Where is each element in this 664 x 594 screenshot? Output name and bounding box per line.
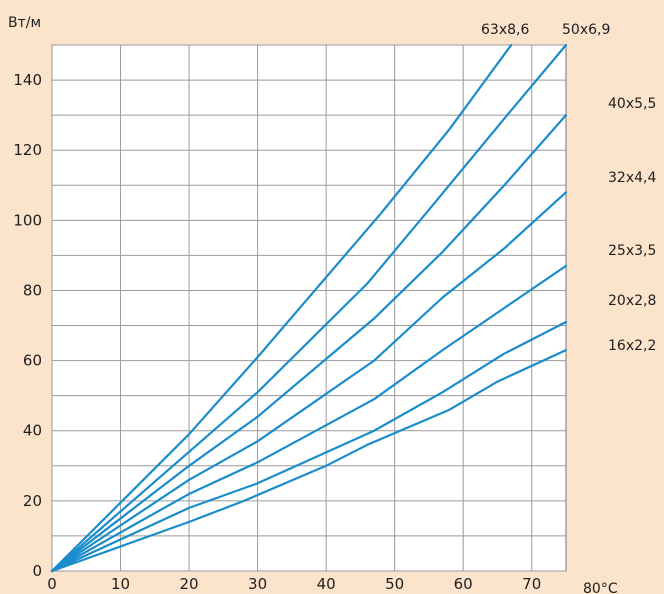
series-label: 32x4,4 xyxy=(608,170,656,186)
series-label: 40x5,5 xyxy=(608,96,656,112)
series-label: 63x8,6 xyxy=(481,22,529,38)
x-tick-label: 60 xyxy=(454,575,473,593)
x-tick-label: 70 xyxy=(522,575,541,593)
plot-area xyxy=(51,44,567,572)
y-tick-label: 140 xyxy=(13,71,42,89)
x-tick-label: 0 xyxy=(47,575,57,593)
series-label: 50x6,9 xyxy=(562,22,610,38)
series-line xyxy=(50,43,568,573)
x-tick-label: 10 xyxy=(111,575,130,593)
x-axis-label: 80°C xyxy=(583,581,618,594)
grid-lines xyxy=(51,44,566,572)
series-lines xyxy=(50,43,568,573)
series-line xyxy=(50,264,568,573)
y-tick-label: 80 xyxy=(23,281,42,299)
x-tick-label: 50 xyxy=(385,575,404,593)
series-labels: 63x8,6 50x6,9 40x5,5 32x4,4 25x3,5 20x2,8 16x2… xyxy=(481,22,656,354)
series-line xyxy=(50,113,568,573)
y-axis-label: Вт/м xyxy=(8,15,41,31)
y-tick-label: 60 xyxy=(23,352,42,370)
y-tick-label: 40 xyxy=(23,422,42,440)
series-line xyxy=(50,43,513,573)
y-tick-label: 0 xyxy=(32,562,42,580)
x-tick-label: 30 xyxy=(248,575,267,593)
x-tick-label: 20 xyxy=(180,575,199,593)
series-label: 20x2,8 xyxy=(608,293,656,309)
series-line xyxy=(50,191,568,573)
series-line xyxy=(50,320,568,573)
x-tick-label: 40 xyxy=(317,575,336,593)
tick-labels: 0 10 20 30 40 50 60 70 0 20 40 60 80 100 120 140 xyxy=(13,71,541,593)
series-line xyxy=(50,349,568,573)
y-tick-label: 120 xyxy=(13,141,42,159)
y-tick-label: 20 xyxy=(23,492,42,510)
y-tick-label: 100 xyxy=(13,211,42,229)
series-label: 16x2,2 xyxy=(608,338,656,354)
series-label: 25x3,5 xyxy=(608,243,656,259)
